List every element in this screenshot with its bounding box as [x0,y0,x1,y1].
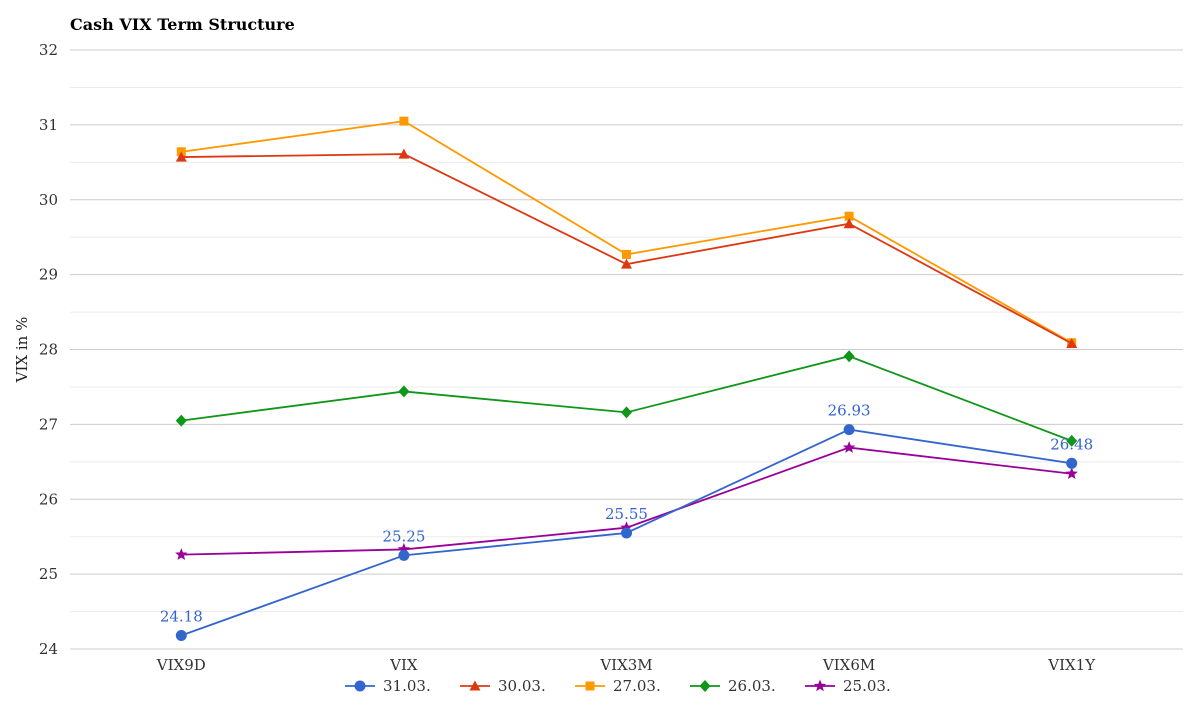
x-tick-label: VIX3M [599,656,652,674]
data-label: 26.93 [828,402,871,420]
data-point [620,521,633,533]
data-point [621,258,632,269]
series-line-1 [181,153,1073,345]
data-point [843,424,855,436]
x-tick-label: VIX6M [822,656,875,674]
data-point [175,548,188,560]
data-point [842,441,856,453]
data-label: 24.18 [160,608,203,626]
legend-marker [585,681,595,691]
data-point [175,630,187,642]
data-label: 26.48 [1050,435,1093,453]
y-tick-label: 28 [39,341,58,359]
data-point [398,385,410,398]
data-point [1066,434,1078,447]
legend-marker [354,680,366,692]
data-point [398,148,410,159]
y-tick-label: 32 [39,41,58,59]
data-point [621,527,632,539]
y-tick-label: 29 [39,266,58,284]
legend-label: 31.03. [383,677,431,695]
series-line-4 [181,446,1072,556]
data-point [399,116,409,126]
legend-marker [469,680,481,691]
data-label: 25.25 [382,527,425,545]
data-point [1066,338,1078,349]
data-point [398,549,410,561]
legend-label: 27.03. [613,677,661,695]
series-line-3 [181,355,1073,442]
data-point [622,249,631,259]
data-point [1066,457,1078,469]
data-point [843,350,855,363]
legend-label: 30.03. [498,677,546,695]
data-point [621,406,632,419]
data-point [175,151,187,162]
y-axis-title: VIX in % [13,317,31,384]
data-label: 25.55 [605,505,648,523]
x-tick-label: VIX1Y [1047,656,1096,674]
data-point [843,218,855,229]
x-tick-label: VIX [389,656,418,674]
y-tick-label: 31 [39,116,58,134]
x-tick-label: VIX9D [156,656,206,674]
data-point [844,211,854,221]
data-point [175,414,187,427]
y-tick-label: 24 [39,640,58,658]
data-point [1065,467,1078,480]
legend-marker [699,680,711,692]
data-point [397,542,411,555]
legend-marker [813,679,827,692]
legend-label: 25.03. [843,677,891,695]
y-tick-label: 27 [39,415,58,433]
legend-label: 26.03. [728,677,776,695]
chart-title: Cash VIX Term Structure [70,15,295,34]
y-tick-label: 25 [39,565,58,583]
y-tick-label: 26 [39,490,58,508]
y-tick-label: 30 [39,191,58,209]
